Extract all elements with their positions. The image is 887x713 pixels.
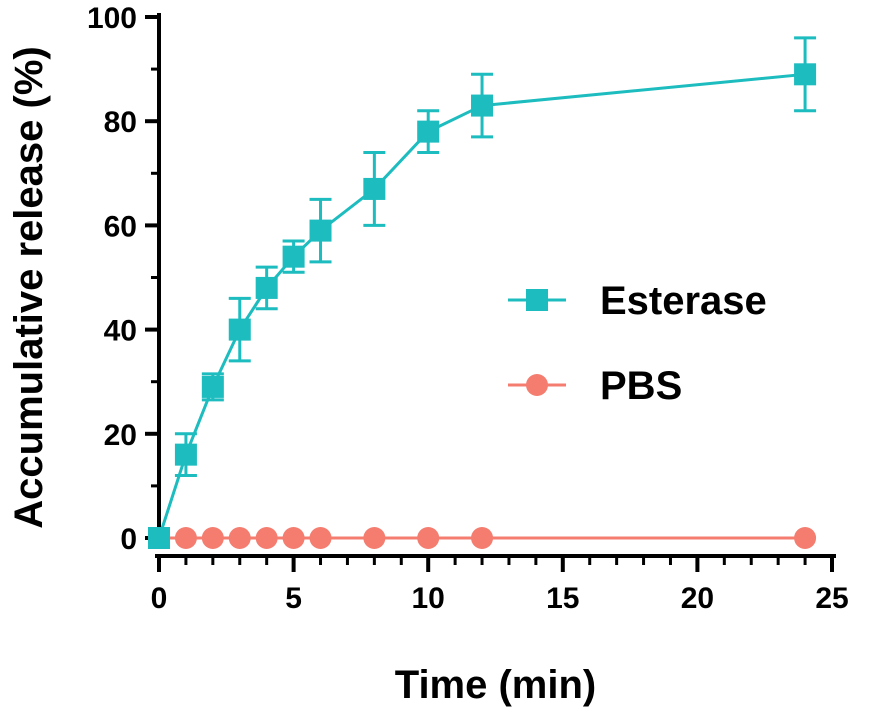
data-point (417, 527, 440, 549)
data-point (174, 443, 197, 466)
data-point (309, 527, 332, 549)
x-tick-label: 5 (285, 582, 302, 615)
data-point (148, 527, 170, 549)
y-axis-title: Accumulative release (%) (7, 46, 51, 528)
y-tick-label: 80 (104, 106, 137, 139)
series-layer (148, 36, 817, 549)
axes: 0 20 40 60 80 100 0 5 10 15 20 25 (87, 2, 849, 615)
legend-marker (526, 289, 548, 311)
x-tick-label: 0 (151, 582, 168, 615)
x-tick-label: 20 (681, 582, 714, 615)
legend-marker (526, 374, 548, 396)
data-point (417, 120, 440, 143)
data-point (201, 527, 224, 549)
legend-entry-pbs: PBS (508, 364, 682, 408)
x-tick-label: 10 (412, 582, 445, 615)
data-point (363, 527, 386, 549)
y-tick-label: 0 (120, 523, 137, 556)
data-point (228, 318, 251, 341)
data-point (201, 375, 224, 398)
data-point (255, 276, 278, 299)
y-tick-label: 60 (104, 210, 137, 243)
data-point (282, 527, 305, 549)
data-point (471, 94, 494, 117)
data-point (309, 219, 332, 242)
data-point (794, 527, 817, 549)
legend: Esterase PBS (508, 279, 767, 408)
data-point (471, 527, 494, 549)
legend-label: Esterase (600, 279, 767, 323)
legend-label: PBS (600, 364, 682, 408)
data-point (228, 527, 251, 549)
series-pbs (148, 527, 817, 549)
data-point (282, 245, 305, 268)
x-tick-label: 25 (815, 582, 848, 615)
data-point (255, 527, 278, 549)
data-point (794, 63, 817, 86)
x-tick-label: 15 (546, 582, 579, 615)
data-point (363, 177, 386, 200)
series-esterase (148, 36, 817, 549)
y-tick-label: 40 (104, 315, 137, 348)
data-point (174, 527, 197, 549)
x-axis-title: Time (min) (395, 663, 597, 707)
legend-entry-esterase: Esterase (508, 279, 767, 323)
y-tick-label: 100 (87, 2, 137, 35)
y-tick-label: 20 (104, 419, 137, 452)
